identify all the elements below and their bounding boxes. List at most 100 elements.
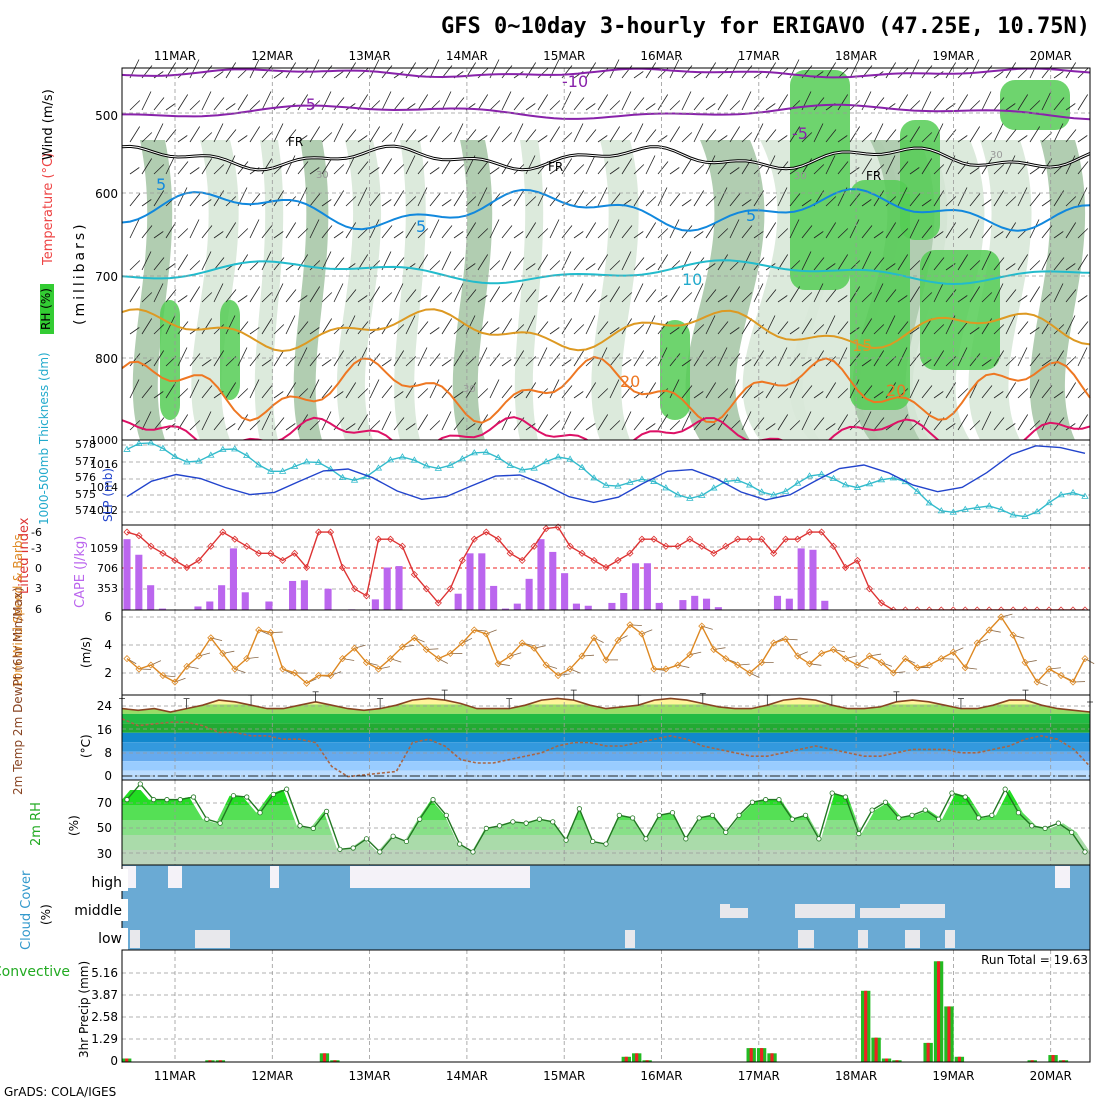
wind-barb bbox=[513, 257, 525, 271]
wind-10m-barb bbox=[569, 668, 581, 674]
wind-barb bbox=[237, 347, 248, 367]
rh-band bbox=[122, 850, 1090, 865]
wind-barb bbox=[933, 97, 945, 111]
wind-barb bbox=[453, 190, 465, 207]
wind-barb bbox=[981, 411, 992, 431]
wind-barb bbox=[501, 199, 512, 207]
wind-barb bbox=[369, 219, 380, 239]
thickness-point bbox=[973, 503, 981, 511]
wind-barb bbox=[849, 193, 861, 207]
precip-bar-convective bbox=[760, 1048, 764, 1062]
wind-barb bbox=[321, 91, 332, 111]
wind-speed-point bbox=[746, 669, 754, 677]
wind-10m-barb bbox=[222, 650, 235, 654]
wind-barb bbox=[573, 97, 585, 111]
wind-barb bbox=[1053, 71, 1064, 79]
wind-speed-point bbox=[315, 671, 323, 680]
cape-bar bbox=[135, 554, 143, 610]
precip-tick-5.16: 5.16 bbox=[91, 966, 118, 980]
thickness-point bbox=[314, 458, 323, 465]
wind-10m-barb bbox=[785, 638, 798, 641]
thickness-point bbox=[326, 465, 335, 472]
wind-barb bbox=[477, 68, 489, 79]
wind-barb bbox=[489, 100, 501, 111]
thickness-point bbox=[422, 462, 431, 469]
wind-barb bbox=[597, 187, 608, 207]
wind-speed-point bbox=[231, 665, 239, 673]
wind-speed-point bbox=[123, 655, 131, 663]
rh-moist-shade bbox=[790, 70, 850, 290]
wind-barb bbox=[321, 158, 333, 175]
wind-barb bbox=[849, 260, 861, 271]
wind-barb bbox=[1077, 135, 1088, 143]
wind-barb bbox=[357, 161, 369, 175]
wind-barb bbox=[873, 391, 884, 399]
thickness-point bbox=[578, 463, 586, 470]
thickness-point bbox=[458, 455, 467, 462]
wind-speed-point bbox=[291, 669, 299, 677]
wind-10m-barb bbox=[186, 666, 199, 669]
rh-contour-label-30a: 30 bbox=[316, 170, 329, 181]
wind-barb bbox=[1077, 388, 1089, 399]
wind-barb bbox=[837, 135, 848, 143]
wind-speed-point bbox=[255, 626, 263, 634]
wind-barb bbox=[645, 263, 656, 271]
wind-10m-barb bbox=[629, 624, 642, 627]
wind-speed-point bbox=[219, 649, 227, 657]
wind-speed-point bbox=[1033, 678, 1041, 686]
thickness-point bbox=[734, 476, 742, 483]
cape-bar bbox=[620, 593, 628, 610]
wind-speed-point bbox=[422, 645, 430, 654]
wind-barb bbox=[645, 62, 657, 79]
wind-barb bbox=[597, 254, 609, 271]
wind-barb bbox=[333, 324, 345, 335]
wind-speed-line bbox=[126, 615, 1086, 685]
bottom-date-label: 17MAR bbox=[738, 1069, 780, 1083]
thickness-point bbox=[1057, 491, 1065, 498]
wind-barb bbox=[1065, 196, 1077, 207]
mid-cloud-gap bbox=[730, 908, 748, 918]
wind-barb bbox=[789, 353, 801, 367]
wind-barb bbox=[633, 123, 644, 143]
wind-barb bbox=[909, 286, 921, 303]
wind-barb bbox=[657, 187, 668, 207]
lifted-index-point bbox=[853, 556, 862, 564]
wind-barb bbox=[729, 100, 741, 111]
wind-barb bbox=[249, 420, 261, 431]
li-tick-6: 6 bbox=[35, 603, 42, 616]
wind-barb bbox=[585, 222, 597, 239]
wind-barb bbox=[249, 327, 260, 335]
rh-point bbox=[550, 819, 556, 825]
thickness-point bbox=[865, 480, 874, 487]
wind-barb bbox=[645, 289, 657, 303]
wind-barb bbox=[621, 132, 633, 143]
lifted-index-point bbox=[698, 542, 706, 550]
rh-point bbox=[230, 793, 237, 799]
wind-barb bbox=[753, 231, 764, 239]
wind-barb bbox=[273, 190, 285, 207]
thickness-point bbox=[542, 457, 550, 465]
wind-barb bbox=[813, 417, 825, 431]
wind-barb bbox=[249, 100, 261, 111]
thickness-point bbox=[506, 461, 514, 468]
wind-barb bbox=[609, 286, 621, 303]
wind-barb bbox=[729, 420, 741, 431]
precip-bar-convective bbox=[749, 1048, 753, 1062]
wind-barb bbox=[1077, 187, 1088, 207]
rh-point bbox=[869, 807, 875, 813]
temperature-contour bbox=[121, 145, 1091, 171]
wind-barb bbox=[477, 228, 489, 239]
wind-barb bbox=[141, 158, 153, 175]
wind-barb bbox=[417, 187, 428, 207]
cape-bars bbox=[123, 539, 829, 610]
top-date-label: 19MAR bbox=[932, 49, 974, 63]
rh-point bbox=[616, 812, 622, 818]
wind-barb bbox=[921, 359, 932, 367]
wind-barb bbox=[921, 318, 933, 335]
wind-barb bbox=[957, 135, 968, 143]
wind-barb bbox=[213, 350, 225, 367]
wind-barb bbox=[1065, 103, 1076, 111]
wind-barb bbox=[741, 359, 752, 367]
rh-point bbox=[723, 829, 729, 835]
wind-barb bbox=[285, 62, 297, 79]
